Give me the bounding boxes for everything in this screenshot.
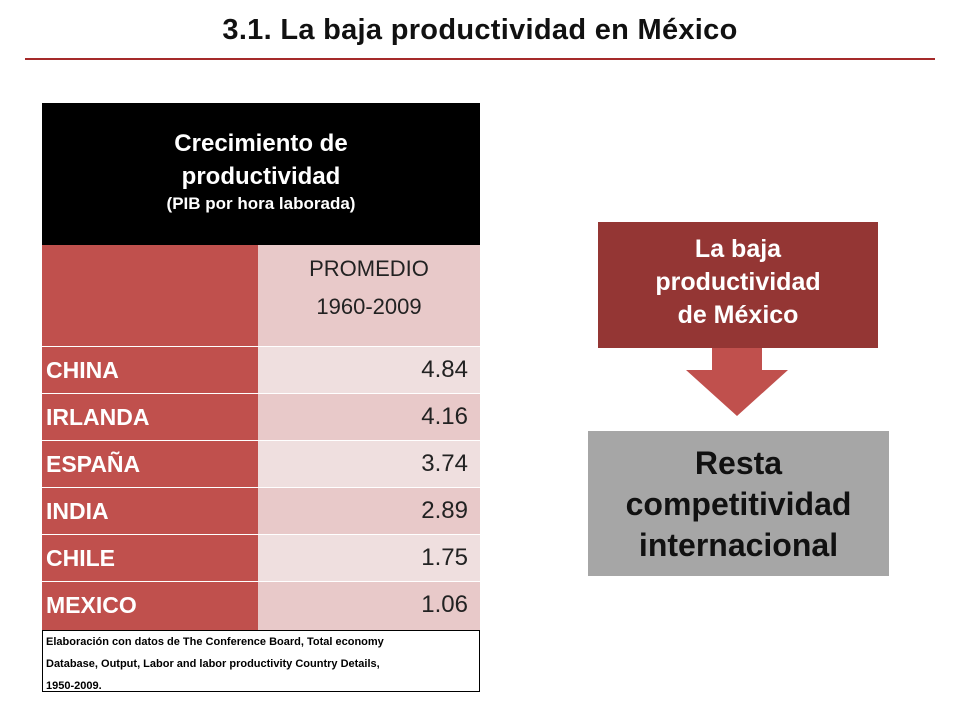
cause-box: La baja productividad de México bbox=[598, 222, 878, 348]
value-cell: 1.06 bbox=[258, 582, 480, 630]
effect-line-1: Resta bbox=[694, 445, 783, 481]
down-arrow-icon bbox=[686, 348, 788, 416]
header-line-1: Crecimiento de bbox=[174, 130, 348, 157]
period-header-row: PROMEDIO 1960-2009 bbox=[42, 245, 480, 346]
cause-line-2: productividad bbox=[655, 268, 821, 296]
header-line-3: (PIB por hora laborada) bbox=[166, 194, 356, 213]
source-note: Elaboración con datos de The Conference … bbox=[42, 630, 480, 692]
country-cell: IRLANDA bbox=[42, 394, 258, 440]
source-note-line-3: 1950-2009. bbox=[46, 680, 102, 692]
cause-line-1: La baja bbox=[694, 235, 782, 263]
table-row: MEXICO 1.06 bbox=[42, 581, 480, 630]
slide-title: 3.1. La baja productividad en México bbox=[222, 14, 738, 46]
table-row: CHINA 4.84 bbox=[42, 346, 480, 393]
value-cell: 4.16 bbox=[258, 394, 480, 440]
effect-line-3: internacional bbox=[638, 527, 839, 563]
source-note-line-1: Elaboración con datos de The Conference … bbox=[46, 636, 384, 648]
country-cell: CHILE bbox=[42, 535, 258, 581]
period-header-blank bbox=[42, 245, 258, 346]
table-header: Crecimiento de productividad (PIB por ho… bbox=[42, 103, 480, 245]
title-divider bbox=[25, 58, 935, 60]
table-row: ESPAÑA 3.74 bbox=[42, 440, 480, 487]
header-line-2: productividad bbox=[181, 163, 341, 190]
country-cell: MEXICO bbox=[42, 582, 258, 630]
effect-box: Resta competitividad internacional bbox=[588, 431, 889, 576]
source-note-line-2: Database, Output, Labor and labor produc… bbox=[46, 658, 380, 670]
country-cell: ESPAÑA bbox=[42, 441, 258, 487]
value-cell: 3.74 bbox=[258, 441, 480, 487]
country-cell: CHINA bbox=[42, 347, 258, 393]
productivity-table: Crecimiento de productividad (PIB por ho… bbox=[42, 103, 480, 692]
value-cell: 2.89 bbox=[258, 488, 480, 534]
value-cell: 1.75 bbox=[258, 535, 480, 581]
table-row: IRLANDA 4.16 bbox=[42, 393, 480, 440]
period-label: PROMEDIO bbox=[309, 256, 429, 281]
cause-line-3: de México bbox=[677, 301, 799, 329]
period-header: PROMEDIO 1960-2009 bbox=[258, 245, 480, 346]
table-row: INDIA 2.89 bbox=[42, 487, 480, 534]
period-range: 1960-2009 bbox=[316, 294, 422, 319]
country-cell: INDIA bbox=[42, 488, 258, 534]
table-row: CHILE 1.75 bbox=[42, 534, 480, 581]
value-cell: 4.84 bbox=[258, 347, 480, 393]
effect-line-2: competitividad bbox=[625, 486, 852, 522]
